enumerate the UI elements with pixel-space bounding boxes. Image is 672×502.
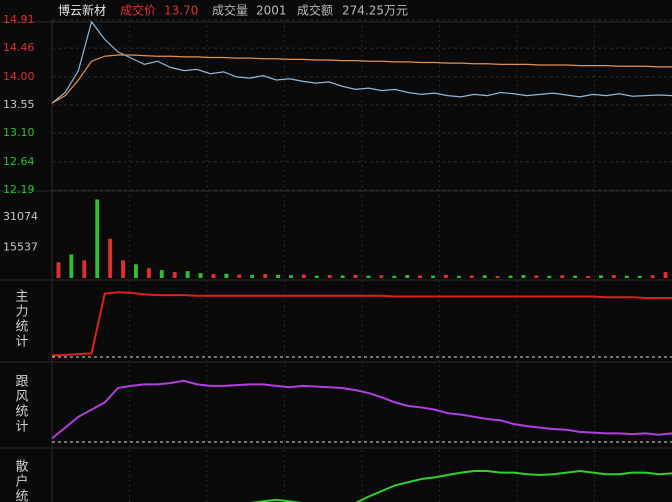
volume-bar (521, 275, 526, 278)
volume-bar (108, 238, 113, 278)
volume-bar (340, 275, 345, 278)
amount-label: 成交额 (297, 3, 333, 18)
volume-bar (224, 273, 229, 278)
panel-label: 主力统计 (13, 289, 29, 349)
volume-bar (611, 275, 616, 278)
volume-bar (405, 275, 410, 278)
y-tick-label: 14.00 (3, 70, 35, 83)
stock-name: 博云新材 (58, 3, 106, 18)
y-tick-label: 13.55 (3, 98, 35, 111)
volume-bar (418, 275, 423, 278)
y-tick-label: 12.64 (3, 155, 35, 168)
series-line (51, 20, 672, 104)
y-tick-label: 15537 (3, 240, 38, 253)
volume-bar (250, 275, 255, 278)
volume-bar (237, 274, 242, 278)
y-tick-label: 14.46 (3, 41, 35, 54)
y-tick-label: 14.91 (3, 13, 35, 26)
y-tick-label: 13.10 (3, 126, 35, 139)
volume-bar (185, 271, 190, 278)
volume-bar (353, 274, 358, 278)
volume-bar (159, 270, 164, 278)
series-line (51, 54, 672, 104)
y-tick-label: 12.19 (3, 183, 35, 196)
series-line (249, 469, 672, 502)
y-tick-label: 31074 (3, 210, 38, 223)
volume-bar (599, 275, 603, 278)
panel-label: 跟风统计 (13, 374, 29, 434)
volume-bar (586, 276, 590, 278)
series-line (51, 291, 672, 357)
volume-bar (482, 275, 487, 278)
price: 13.70 (164, 4, 198, 18)
volume-bar (198, 273, 203, 278)
amount: 274.25万元 (342, 4, 408, 18)
volume-bar (624, 275, 629, 278)
volume-bar (456, 275, 461, 278)
volume-bar (495, 276, 500, 278)
volume-bar (444, 274, 448, 278)
volume-bar (69, 254, 74, 278)
volume-bar (314, 275, 319, 278)
volume-bar (327, 275, 332, 278)
volume-bar (573, 275, 578, 278)
volume-bar (650, 275, 655, 278)
volume-bar (637, 275, 642, 278)
series-line (51, 379, 672, 440)
volume-bar (469, 275, 474, 278)
volume: 2001 (256, 4, 287, 18)
volume-bar (121, 260, 125, 278)
volume-label: 成交量 (212, 3, 248, 18)
volume-bar (56, 262, 61, 278)
volume-bar (263, 274, 268, 278)
volume-bar (301, 274, 306, 278)
panel-label: 散户统计 (13, 459, 29, 502)
volume-bar (663, 272, 668, 278)
volume-bar (366, 275, 371, 278)
volume-bar (95, 199, 100, 278)
volume-bar (560, 275, 565, 278)
volume-bar (211, 274, 216, 278)
volume-bar (392, 275, 397, 278)
volume-bar (379, 275, 384, 278)
volume-bar (289, 275, 293, 278)
volume-bar (82, 260, 87, 278)
volume-bar (146, 268, 151, 278)
volume-bar (431, 275, 435, 278)
volume-bar (508, 275, 513, 278)
price-label: 成交价 (120, 3, 156, 18)
volume-bar (276, 274, 280, 278)
volume-bar (172, 272, 177, 278)
volume-bar (534, 275, 539, 278)
volume-bar (134, 264, 138, 278)
volume-bar (547, 275, 552, 278)
